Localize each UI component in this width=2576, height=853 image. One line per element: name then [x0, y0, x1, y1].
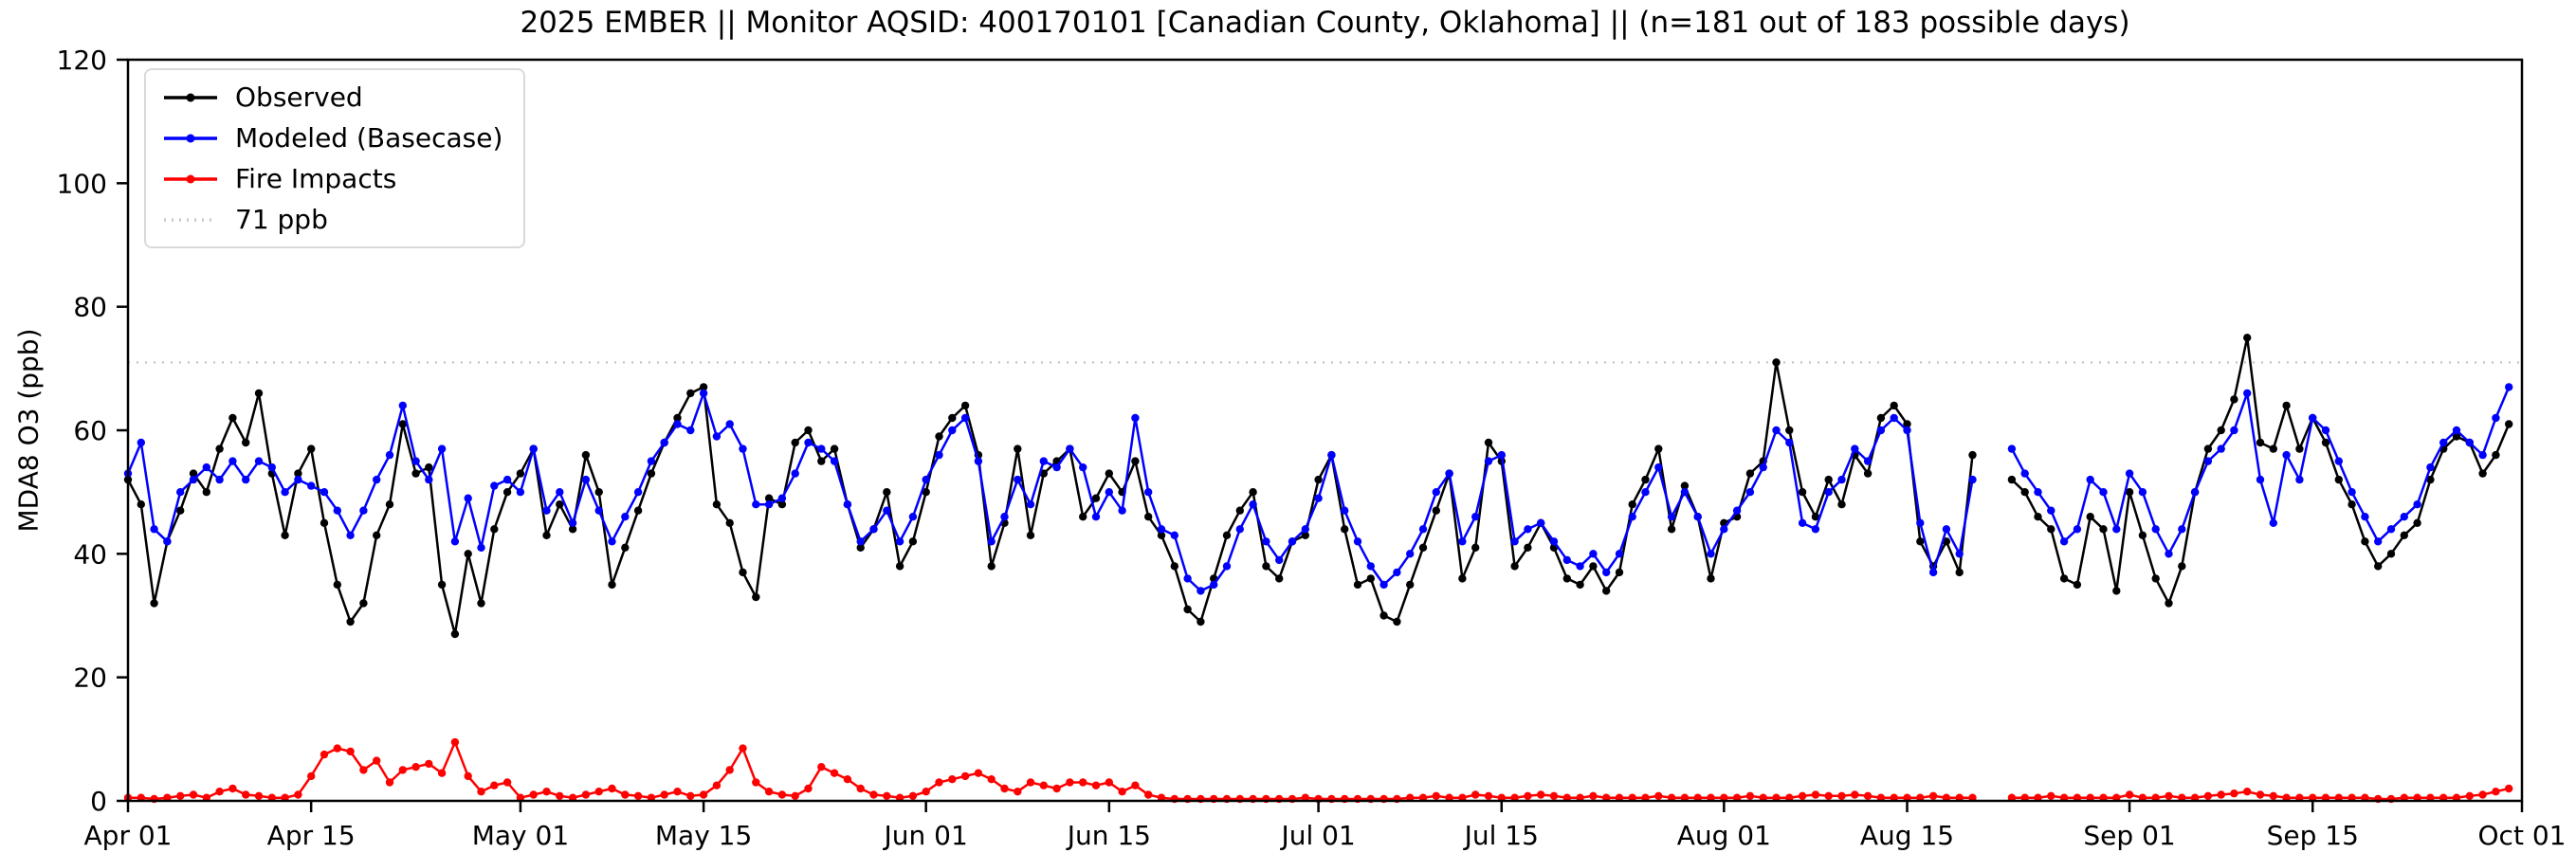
svg-text:Jun 01: Jun 01 [883, 820, 968, 851]
svg-text:Apr 15: Apr 15 [267, 820, 356, 851]
svg-text:Jun 15: Jun 15 [1066, 820, 1151, 851]
fire-impacts-line-icon [164, 174, 217, 183]
svg-text:Jul 01: Jul 01 [1279, 820, 1355, 851]
legend-item-modeled: Modeled (Basecase) [161, 122, 502, 154]
svg-text:May 01: May 01 [472, 820, 569, 851]
legend-label-fire-impacts: Fire Impacts [235, 163, 397, 194]
svg-text:80: 80 [73, 292, 107, 323]
svg-text:Aug 01: Aug 01 [1677, 820, 1771, 851]
legend-item-fire-impacts: Fire Impacts [161, 163, 502, 194]
svg-text:120: 120 [57, 45, 107, 76]
svg-text:Sep 15: Sep 15 [2267, 820, 2359, 851]
legend-label-modeled: Modeled (Basecase) [235, 122, 503, 154]
modeled-line-icon [164, 134, 217, 142]
svg-text:20: 20 [73, 662, 107, 694]
svg-text:60: 60 [73, 415, 107, 446]
legend-label-observed: Observed [235, 82, 363, 113]
legend: Observed Modeled (Basecase) Fire Impacts… [144, 68, 526, 248]
svg-text:100: 100 [57, 168, 107, 199]
svg-text:Sep 01: Sep 01 [2083, 820, 2175, 851]
observed-line-icon [164, 93, 217, 101]
legend-item-observed: Observed [161, 82, 502, 113]
threshold-dotted-line-icon [164, 217, 217, 222]
svg-text:40: 40 [73, 538, 107, 570]
svg-text:Aug 15: Aug 15 [1860, 820, 1954, 851]
svg-text:Apr 01: Apr 01 [84, 820, 173, 851]
legend-item-threshold: 71 ppb [161, 204, 502, 235]
svg-text:Oct 01: Oct 01 [2478, 820, 2567, 851]
legend-label-threshold: 71 ppb [235, 204, 328, 235]
svg-text:0: 0 [90, 786, 107, 817]
chart-title: 2025 EMBER || Monitor AQSID: 400170101 [… [520, 6, 2130, 40]
svg-text:May 15: May 15 [655, 820, 752, 851]
svg-text:Jul 15: Jul 15 [1463, 820, 1539, 851]
